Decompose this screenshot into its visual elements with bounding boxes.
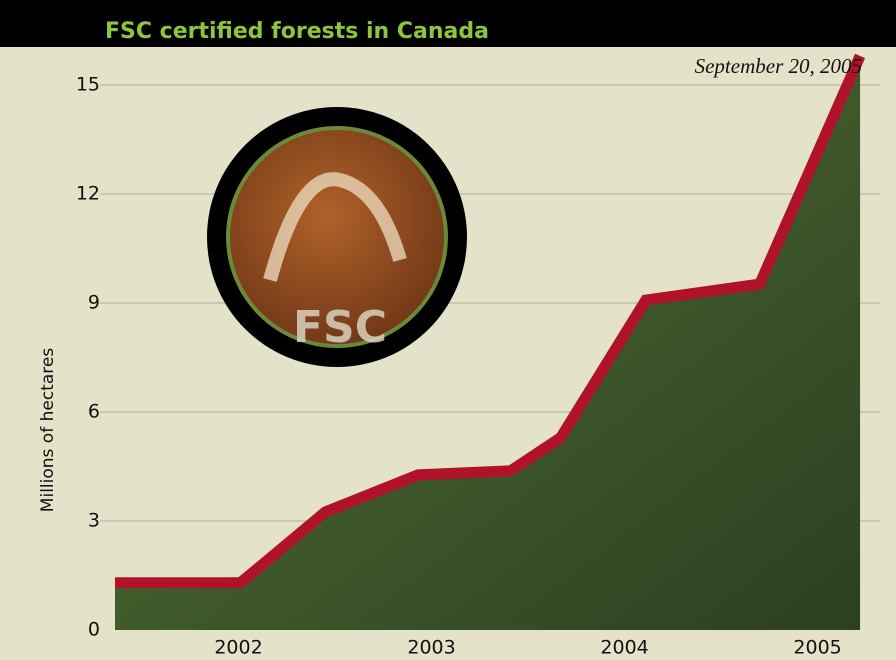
x-tick-label: 2004	[600, 637, 648, 659]
y-tick-label: 12	[76, 183, 100, 205]
x-tick-label: 2003	[407, 637, 455, 659]
annotation: September 20, 2005	[695, 54, 862, 78]
y-axis-label: Millions of hectares	[38, 348, 58, 513]
chart: FSC certified forests in Canada 0 3 6 9 12 15…	[0, 0, 896, 660]
y-tick-label: 3	[88, 510, 100, 532]
logo-text: FSC	[293, 302, 387, 353]
y-tick-label: 0	[88, 619, 100, 641]
y-tick-label: 6	[88, 401, 100, 423]
x-tick-label: 2005	[793, 637, 841, 659]
y-tick-label: 15	[76, 74, 100, 96]
x-tick-label: 2002	[214, 637, 262, 659]
y-tick-label: 9	[88, 292, 100, 314]
chart-title: FSC certified forests in Canada	[105, 19, 489, 44]
fsc-logo: FSC	[207, 107, 467, 367]
